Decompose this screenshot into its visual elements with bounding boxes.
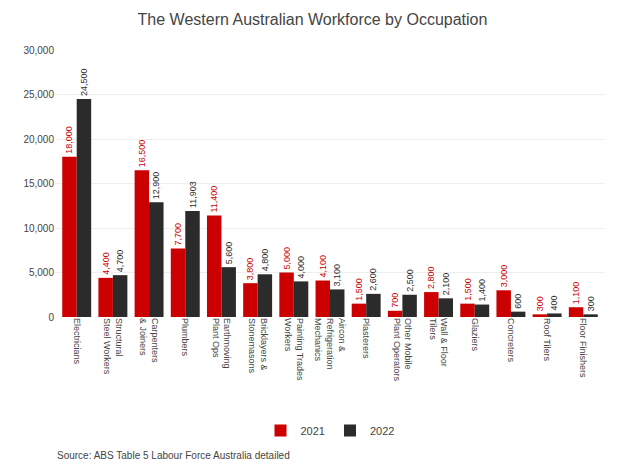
svg-text:2021: 2021 bbox=[301, 425, 325, 437]
svg-text:1,100: 1,100 bbox=[571, 282, 581, 305]
svg-text:2,600: 2,600 bbox=[368, 268, 378, 291]
svg-text:11,400: 11,400 bbox=[209, 186, 219, 213]
svg-text:2,100: 2,100 bbox=[441, 273, 451, 296]
svg-text:1,500: 1,500 bbox=[354, 278, 364, 301]
svg-text:Floor Finishers: Floor Finishers bbox=[578, 318, 588, 378]
svg-text:5,000: 5,000 bbox=[29, 267, 54, 278]
svg-text:1,500: 1,500 bbox=[463, 278, 473, 301]
svg-text:7,700: 7,700 bbox=[173, 223, 183, 246]
svg-text:2,800: 2,800 bbox=[426, 267, 436, 290]
svg-text:4,800: 4,800 bbox=[260, 249, 270, 272]
svg-text:Plumbers: Plumbers bbox=[180, 318, 190, 357]
svg-text:Painting TradesWorkers: Painting TradesWorkers bbox=[283, 318, 305, 381]
svg-text:24,500: 24,500 bbox=[79, 68, 89, 96]
svg-text:EarthmovingPlant Ops: EarthmovingPlant Ops bbox=[211, 318, 233, 369]
svg-text:4,000: 4,000 bbox=[296, 256, 306, 279]
svg-text:3,000: 3,000 bbox=[499, 265, 509, 288]
svg-text:Carpenters& Joiners: Carpenters& Joiners bbox=[138, 318, 160, 363]
svg-text:Plasterers: Plasterers bbox=[361, 318, 371, 359]
svg-text:3,100: 3,100 bbox=[332, 264, 342, 287]
svg-text:Glaziers: Glaziers bbox=[470, 318, 480, 352]
svg-text:Roof Tilers: Roof Tilers bbox=[542, 318, 552, 362]
svg-text:400: 400 bbox=[549, 295, 559, 310]
svg-text:12,900: 12,900 bbox=[151, 172, 161, 200]
svg-text:25,000: 25,000 bbox=[23, 89, 54, 100]
svg-text:Wall & FloorTilers: Wall & FloorTilers bbox=[428, 318, 450, 367]
svg-text:Other MobilePlant Operators: Other MobilePlant Operators bbox=[392, 318, 414, 382]
svg-text:20,000: 20,000 bbox=[23, 134, 54, 145]
svg-text:Source: ABS Table 5 Labour For: Source: ABS Table 5 Labour Force Austral… bbox=[57, 450, 290, 461]
svg-text:4,100: 4,100 bbox=[318, 255, 328, 278]
svg-text:Electricians: Electricians bbox=[72, 318, 82, 365]
svg-text:2,500: 2,500 bbox=[405, 269, 415, 292]
svg-text:2022: 2022 bbox=[370, 425, 394, 437]
svg-text:15,000: 15,000 bbox=[23, 178, 54, 189]
svg-text:1,400: 1,400 bbox=[477, 279, 487, 302]
svg-text:Aircon &RefrigerationMechanics: Aircon &RefrigerationMechanics bbox=[313, 318, 346, 370]
svg-text:16,500: 16,500 bbox=[137, 140, 147, 168]
svg-text:300: 300 bbox=[535, 296, 545, 311]
svg-text:30,000: 30,000 bbox=[23, 45, 54, 56]
svg-text:300: 300 bbox=[586, 296, 596, 311]
svg-text:10,000: 10,000 bbox=[23, 223, 54, 234]
svg-text:11,903: 11,903 bbox=[188, 181, 198, 208]
svg-text:3,800: 3,800 bbox=[245, 258, 255, 281]
svg-text:4,400: 4,400 bbox=[101, 252, 111, 275]
svg-text:4,700: 4,700 bbox=[115, 250, 125, 273]
svg-text:700: 700 bbox=[390, 293, 400, 308]
svg-text:Bricklayers &Stonemasons: Bricklayers &Stonemasons bbox=[247, 318, 269, 374]
svg-text:The Western Australian Workfor: The Western Australian Workforce by Occu… bbox=[138, 11, 488, 28]
svg-text:600: 600 bbox=[513, 294, 523, 309]
svg-text:5,000: 5,000 bbox=[282, 247, 292, 270]
svg-text:StructuralSteel Workers: StructuralSteel Workers bbox=[102, 318, 124, 375]
svg-text:Concreters: Concreters bbox=[506, 318, 516, 363]
svg-text:18,000: 18,000 bbox=[64, 126, 74, 154]
svg-text:5,600: 5,600 bbox=[224, 242, 234, 265]
svg-text:0: 0 bbox=[48, 312, 54, 323]
